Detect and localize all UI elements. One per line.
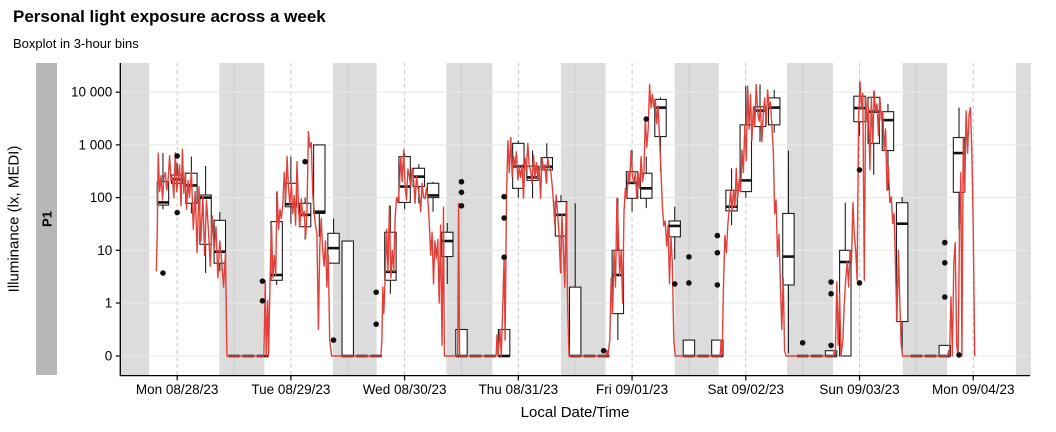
box-iqr	[640, 172, 653, 199]
outlier-dot	[643, 116, 650, 122]
outlier-dot	[686, 254, 692, 260]
x-tick-label: Mon 08/28/23	[136, 382, 219, 397]
box-iqr	[341, 240, 354, 357]
outlier-dot	[373, 289, 379, 296]
y-tick-label: 100	[90, 190, 113, 205]
box-iqr	[668, 220, 681, 238]
boxplot-bin	[895, 196, 909, 354]
night-band	[902, 63, 948, 375]
boxplot-bin	[426, 181, 440, 212]
box-iqr	[881, 111, 895, 152]
outlier-dot	[942, 239, 948, 246]
night-band	[446, 63, 493, 375]
box-iqr	[441, 231, 454, 258]
night-band	[333, 63, 377, 375]
x-tick-label: Fri 09/01/23	[596, 382, 668, 397]
box-iqr	[313, 144, 326, 215]
outlier-dot	[501, 254, 507, 260]
box-iqr	[682, 339, 696, 357]
outlier-dot	[714, 232, 721, 239]
raw-light-polyline	[155, 80, 976, 357]
outlier-dot	[330, 337, 337, 343]
outlier-dot	[828, 342, 834, 349]
outlier-dot	[828, 279, 834, 285]
night-band	[674, 63, 719, 375]
y-tick-label: 1	[105, 296, 113, 311]
facet-strip: P1	[36, 63, 57, 375]
boxplot-bin	[682, 339, 696, 358]
night-band	[120, 63, 150, 375]
outlier-dot	[956, 352, 962, 358]
boxplot-bin	[668, 206, 681, 260]
box-iqr	[568, 286, 582, 357]
x-tick-label: Sat 09/02/23	[707, 382, 784, 397]
outlier-dot	[259, 278, 266, 284]
box-iqr	[767, 97, 781, 126]
outlier-dot	[799, 339, 806, 346]
outlier-dot	[174, 153, 180, 159]
night-bands	[120, 63, 1031, 375]
boxplot-bin	[640, 156, 653, 209]
night-band	[1015, 63, 1031, 375]
boxplot-bin	[767, 90, 781, 133]
y-tick-label: 10	[97, 243, 112, 258]
chart-title: Personal light exposure across a week	[13, 7, 326, 26]
x-tick-label: Mon 09/04/23	[932, 382, 1015, 397]
outlier-dot	[302, 158, 308, 165]
box-iqr	[654, 98, 667, 138]
box-iqr	[782, 212, 795, 286]
outlier-dot	[458, 202, 465, 209]
outlier-dot	[600, 347, 607, 354]
outlier-dot	[714, 282, 721, 288]
x-tick-label: Wed 08/30/23	[363, 382, 447, 397]
outlier-dot	[942, 294, 948, 300]
boxplot-bin	[327, 218, 340, 264]
outlier-dot	[686, 280, 692, 286]
outlier-dot	[174, 209, 180, 216]
x-axis-title: Local Date/Time	[520, 404, 630, 421]
outlier-dot	[856, 167, 863, 173]
outlier-dot	[259, 298, 266, 304]
y-tick-label: 1 000	[79, 137, 113, 152]
outlier-dot	[714, 249, 721, 256]
boxplot-bin	[313, 144, 326, 237]
outlier-dot	[942, 259, 948, 266]
x-tick-label: Thu 08/31/23	[479, 382, 559, 397]
boxplot-bin	[782, 150, 795, 354]
outlier-dot	[828, 290, 834, 297]
outlier-dot	[501, 193, 507, 200]
outlier-dot	[856, 280, 863, 286]
outlier-dot	[501, 215, 507, 221]
x-tick-label: Sun 09/03/23	[819, 382, 899, 397]
outlier-dot	[373, 321, 379, 328]
box-iqr	[895, 202, 909, 323]
x-tick-label: Tue 08/29/23	[251, 382, 330, 397]
chart-subtitle: Boxplot in 3-hour bins	[13, 36, 139, 51]
outlier-dot	[458, 189, 465, 196]
boxplot-bin	[341, 240, 354, 358]
outlier-dot	[671, 281, 678, 287]
outlier-dot	[458, 178, 465, 185]
light-trace	[155, 80, 976, 357]
y-tick-label: 0	[105, 349, 113, 364]
outliers	[160, 116, 962, 358]
y-tick-label: 10 000	[71, 85, 112, 100]
outlier-dot	[160, 270, 166, 276]
